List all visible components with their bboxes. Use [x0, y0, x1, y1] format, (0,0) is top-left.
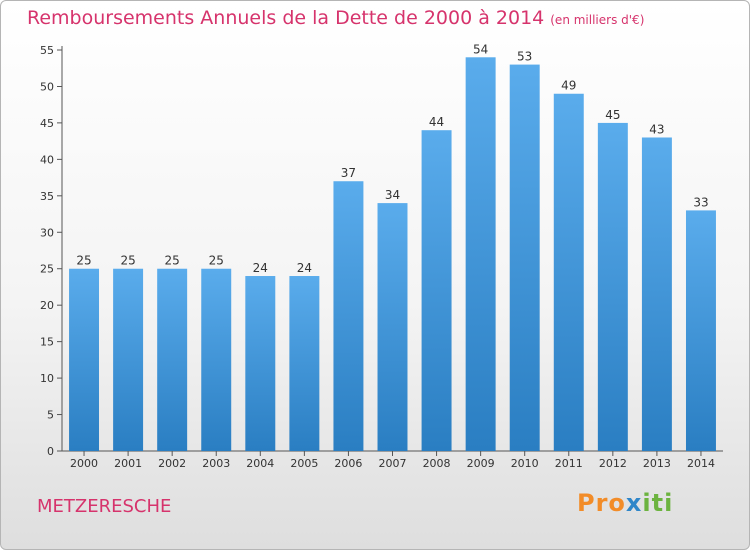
x-tick-label-2004: 2004 — [246, 457, 274, 470]
data-label-2013: 43 — [649, 122, 664, 136]
bar-2002 — [157, 268, 188, 451]
data-label-2006: 37 — [341, 166, 356, 180]
x-tick-label-2008: 2008 — [423, 457, 451, 470]
logo-part-2: x — [625, 489, 643, 517]
bar-2012 — [597, 122, 628, 451]
bar-2005 — [289, 276, 320, 451]
bar-2010 — [509, 64, 540, 451]
bar-2006 — [333, 181, 364, 451]
bar-2000 — [69, 268, 100, 451]
y-tick-label: 40 — [40, 153, 54, 166]
data-label-2011: 49 — [561, 79, 576, 93]
y-tick-label: 50 — [40, 80, 54, 93]
bar-2001 — [113, 268, 144, 451]
x-tick-label-2002: 2002 — [158, 457, 186, 470]
chart-title: Remboursements Annuels de la Dette de 20… — [27, 7, 644, 29]
y-tick-label: 45 — [40, 117, 54, 130]
x-axis: 2000 2001 2002 2003 2004 2005 2006 2007 2008 2009… — [62, 450, 723, 470]
x-tick-label-2011: 2011 — [555, 457, 583, 470]
logo-part-3: iti — [642, 489, 674, 517]
data-label-2012: 45 — [605, 108, 620, 122]
data-label-2000: 25 — [76, 254, 91, 268]
y-tick-label: 35 — [40, 190, 54, 203]
logo-part-1: Pro — [577, 489, 626, 517]
data-label-2009: 54 — [473, 42, 488, 56]
data-label-2008: 44 — [429, 115, 444, 129]
bar-2003 — [201, 268, 232, 451]
bar-2011 — [553, 93, 584, 451]
x-tick-label-2003: 2003 — [202, 457, 230, 470]
y-tick-label: 10 — [40, 372, 54, 385]
data-label-2005: 24 — [297, 261, 312, 275]
y-tick-label: 55 — [40, 44, 54, 57]
data-label-2004: 24 — [253, 261, 268, 275]
data-label-2002: 25 — [165, 254, 180, 268]
bars — [69, 57, 716, 452]
y-tick-label: 30 — [40, 226, 54, 239]
commune-name: METZERESCHE — [37, 496, 172, 517]
data-label-2014: 33 — [693, 195, 708, 209]
x-tick-label-2001: 2001 — [114, 457, 142, 470]
bar-2004 — [245, 276, 276, 451]
x-tick-label-2005: 2005 — [290, 457, 318, 470]
bar-2008 — [421, 130, 452, 451]
y-tick-label: 5 — [47, 409, 54, 422]
y-tick-label: 15 — [40, 336, 54, 349]
x-tick-label-2007: 2007 — [379, 457, 407, 470]
x-tick-label-2000: 2000 — [70, 457, 98, 470]
y-tick-label: 20 — [40, 299, 54, 312]
y-tick-label: 25 — [40, 263, 54, 276]
x-tick-label-2012: 2012 — [599, 457, 627, 470]
bar-2013 — [641, 137, 672, 451]
x-tick-label-2006: 2006 — [334, 457, 362, 470]
data-label-2001: 25 — [120, 254, 135, 268]
x-tick-label-2010: 2010 — [511, 457, 539, 470]
proxiti-logo: Proxiti — [577, 489, 673, 517]
chart-title-text: Remboursements Annuels de la Dette de 20… — [27, 7, 545, 29]
x-tick-label-2013: 2013 — [643, 457, 671, 470]
data-label-2003: 25 — [209, 254, 224, 268]
bar-2007 — [377, 203, 408, 451]
bar-2014 — [685, 210, 716, 451]
y-tick-label: 0 — [47, 445, 54, 458]
chart-unit: (en milliers d'€) — [550, 13, 645, 27]
x-tick-label-2009: 2009 — [467, 457, 495, 470]
x-tick-label-2014: 2014 — [687, 457, 715, 470]
data-label-2010: 53 — [517, 50, 532, 64]
bar-2009 — [465, 57, 496, 452]
y-axis: 0 5 10 15 20 25 30 35 40 45 50 55 — [40, 44, 63, 458]
data-labels: 25 25 25 25 24 24 37 34 44 54 53 49 45 43 33 — [76, 42, 708, 275]
data-label-2007: 34 — [385, 188, 400, 202]
